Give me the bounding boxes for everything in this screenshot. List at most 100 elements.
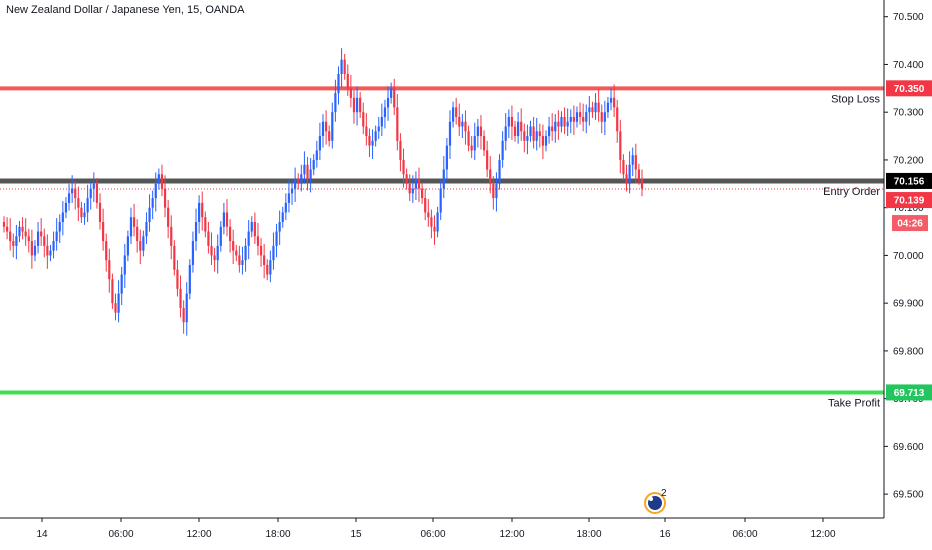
candle-body xyxy=(136,226,139,242)
level-label-entry-order[interactable]: Entry Order xyxy=(823,186,880,198)
candle-body xyxy=(439,188,442,213)
candle-body xyxy=(154,183,157,199)
candle-body xyxy=(263,255,266,265)
candle-body xyxy=(575,112,579,122)
price-tick-label: 70.000 xyxy=(893,251,924,262)
candle-body xyxy=(461,121,464,127)
candle-body xyxy=(64,202,68,213)
candle-body xyxy=(163,188,167,208)
candle-body xyxy=(486,150,489,170)
candle-body xyxy=(318,136,322,151)
candle-body xyxy=(424,198,427,213)
candle-body xyxy=(380,116,383,127)
candle-body xyxy=(272,245,275,261)
candle-body xyxy=(365,126,368,137)
candle-body xyxy=(476,126,479,137)
candle-body xyxy=(551,126,554,132)
candle-body xyxy=(399,140,402,160)
candle-body xyxy=(331,112,334,141)
candle-body xyxy=(492,183,495,199)
candle-body xyxy=(343,59,346,74)
candle-body xyxy=(52,241,55,251)
candle-body xyxy=(210,245,213,256)
candle-body xyxy=(334,93,337,113)
candle-body xyxy=(495,183,498,199)
candle-body xyxy=(523,131,526,141)
price-axis[interactable]: 70.500 70.400 70.300 70.200 70.100 70.000 69.9… xyxy=(883,0,924,518)
candle-body xyxy=(538,131,541,137)
candle-body xyxy=(269,260,272,275)
candle-body xyxy=(9,231,12,242)
candle-body xyxy=(145,222,148,237)
candle-body xyxy=(5,226,9,232)
time-tick-label: 12:00 xyxy=(499,529,524,540)
candle-body xyxy=(390,88,393,98)
candle-body xyxy=(55,231,58,242)
level-label-stop-loss[interactable]: Stop Loss xyxy=(831,93,880,105)
candle-body xyxy=(603,112,606,122)
candle-body xyxy=(244,245,247,261)
event-icon-dot xyxy=(649,497,653,501)
badge-last-price xyxy=(886,192,932,209)
candle-body xyxy=(89,188,92,199)
candle-body xyxy=(21,226,24,232)
candle-body xyxy=(256,236,260,246)
candle-body xyxy=(300,174,303,184)
candle-body xyxy=(287,193,291,203)
candle-body xyxy=(74,188,77,199)
candlestick-series xyxy=(2,48,644,336)
time-axis[interactable]: 14 06:00 12:00 18:00 15 06:00 12:00 18:00 16 06:0… xyxy=(0,517,884,540)
candle-body xyxy=(458,116,461,127)
candle-body xyxy=(129,217,133,237)
candle-body xyxy=(569,116,572,122)
candle-body xyxy=(43,236,46,246)
level-label-take-profit[interactable]: Take Profit xyxy=(828,397,880,409)
candle-body xyxy=(142,236,145,251)
countdown-badge-text: 04:26 xyxy=(897,219,923,230)
candle-body xyxy=(201,202,204,218)
order-levels[interactable]: Stop Loss Entry Order Take Profit xyxy=(0,86,884,409)
candle-body xyxy=(557,121,560,127)
candle-body xyxy=(383,107,387,117)
event-marker[interactable]: 2 xyxy=(644,488,667,514)
candle-body xyxy=(204,217,207,232)
candle-body xyxy=(554,121,557,132)
candle-body xyxy=(591,107,594,113)
candle-body xyxy=(352,97,356,113)
candle-body xyxy=(126,236,129,256)
candle-body xyxy=(637,169,641,180)
candle-body xyxy=(510,116,514,127)
candle-body xyxy=(2,222,6,227)
candle-body xyxy=(182,307,185,323)
time-tick-label: 16 xyxy=(659,529,671,540)
candle-body xyxy=(207,231,210,246)
candle-body xyxy=(185,293,188,323)
candle-body xyxy=(173,245,176,270)
candle-body xyxy=(396,107,399,141)
candle-body xyxy=(455,107,458,117)
candle-body xyxy=(219,226,222,246)
candle-body xyxy=(160,174,164,189)
candle-body xyxy=(71,188,74,194)
badge-stop-loss xyxy=(886,80,932,97)
time-tick-label: 18:00 xyxy=(265,529,290,540)
candle-body xyxy=(151,198,154,208)
candle-body xyxy=(259,245,263,256)
candle-body xyxy=(489,169,492,184)
candle-body xyxy=(597,102,600,113)
time-tick-label: 18:00 xyxy=(576,529,601,540)
candle-body xyxy=(346,74,349,89)
candle-body xyxy=(470,145,473,151)
price-tick-label: 70.100 xyxy=(893,203,924,214)
candle-body xyxy=(402,159,405,175)
candle-body xyxy=(24,231,27,237)
candle-body xyxy=(374,131,377,141)
candle-body xyxy=(526,136,529,141)
candle-body xyxy=(520,121,523,132)
badge-entry-order-text: 70.156 xyxy=(894,176,925,187)
candle-body xyxy=(216,245,219,261)
candle-body xyxy=(631,155,634,165)
candle-body xyxy=(176,269,179,289)
candle-body xyxy=(613,97,616,108)
